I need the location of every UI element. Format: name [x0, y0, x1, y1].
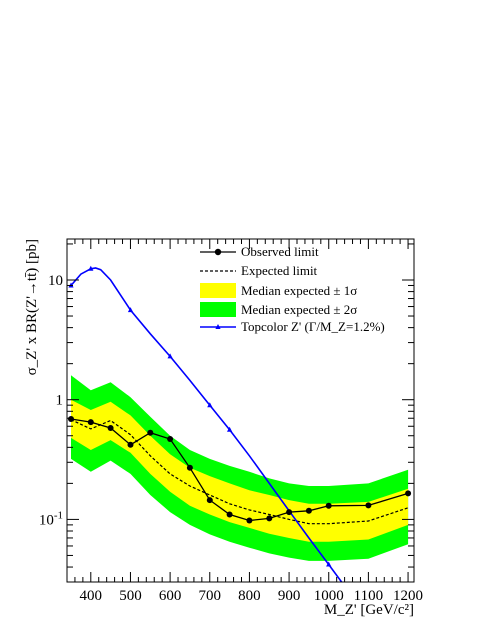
plot-frame	[66, 238, 415, 583]
x-tick-label: 600	[159, 588, 182, 604]
x-tick-label: 500	[119, 588, 142, 604]
x-tick-label: 400	[80, 588, 103, 604]
legend-band1-label: Median expected ± 1σ	[241, 283, 357, 298]
observed-point	[325, 502, 332, 509]
legend-band1-swatch	[200, 283, 236, 298]
band-1sigma	[71, 399, 409, 542]
observed-point	[286, 509, 293, 516]
observed-point	[87, 419, 94, 426]
observed-point	[167, 436, 174, 442]
y-tick-label: 1	[56, 393, 64, 409]
legend-observed-marker	[214, 248, 222, 256]
observed-point	[127, 441, 134, 448]
x-axis-title: M_Z' [GeV/c²]	[324, 602, 414, 618]
x-tick-label: 1200	[393, 588, 423, 604]
x-tick-label: 700	[199, 588, 222, 604]
observed-point	[206, 497, 213, 504]
observed-point	[365, 502, 372, 509]
x-tick-label: 1000	[314, 588, 344, 604]
observed-point	[405, 490, 412, 497]
expected-limit-line	[70, 419, 409, 525]
observed-point	[226, 511, 233, 518]
observed-limit-line	[70, 418, 409, 522]
topcolor-marker	[207, 402, 213, 408]
observed-point	[186, 464, 193, 471]
legend: Observed limit Expected limit Median exp…	[200, 244, 385, 334]
series-layer	[68, 265, 412, 582]
legend-topcolor-marker	[215, 324, 221, 329]
x-tick-label: 800	[238, 588, 261, 604]
topcolor-marker	[127, 307, 134, 313]
topcolor-line	[70, 267, 343, 582]
y-tick-label: 10	[48, 273, 63, 289]
observed-point	[68, 416, 74, 422]
x-tick-label: 900	[278, 588, 301, 604]
topcolor-marker	[88, 265, 94, 271]
topcolor-marker	[227, 426, 233, 432]
observed-point	[246, 517, 253, 524]
legend-observed-label: Observed limit	[241, 244, 319, 259]
observed-point	[305, 507, 312, 514]
x-tick-label: 1100	[354, 588, 383, 604]
observed-point	[266, 515, 273, 522]
topcolor-marker	[167, 353, 173, 359]
legend-band2-swatch	[200, 302, 236, 317]
observed-point	[107, 425, 114, 431]
legend-topcolor-label: Topcolor Z' (Γ/M_Z=1.2%)	[241, 319, 385, 334]
y-axis-title: σ_Z' x BR(Z'→tt̄) [pb]	[24, 239, 40, 375]
legend-expected-label: Expected limit	[241, 263, 318, 278]
bands-layer	[71, 375, 409, 561]
observed-point	[147, 429, 154, 436]
legend-band2-label: Median expected ± 2σ	[241, 302, 357, 317]
topcolor-marker	[326, 561, 332, 567]
